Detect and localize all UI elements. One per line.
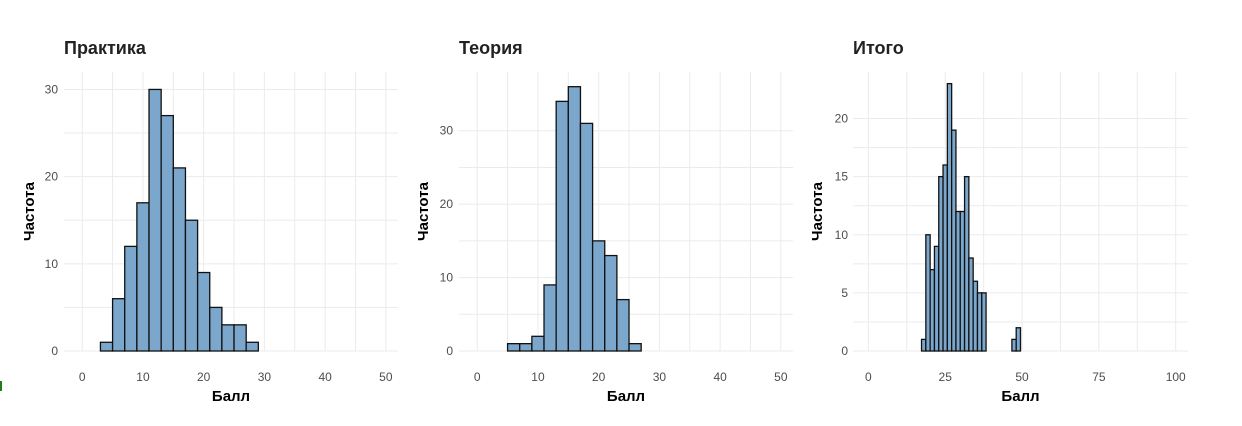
y-axis-label: Частота [415,181,432,241]
y-tick-label: 10 [45,257,59,271]
histogram-bar [160,114,174,352]
histogram-bar [184,219,199,352]
histogram-bar [543,284,557,352]
histogram-bar [196,271,211,352]
x-tick-label: 25 [939,370,953,384]
x-tick-label: 10 [531,370,545,384]
histogram-bar [99,341,114,352]
histogram-bar [981,292,987,352]
y-axis-label: Частота [809,181,826,241]
x-tick-label: 50 [1015,370,1029,384]
panel-title: Итого [853,38,904,58]
x-tick-label: 75 [1092,370,1106,384]
y-tick-label: 20 [835,112,849,126]
y-tick-label: 0 [446,344,453,358]
histogram-bar [519,343,533,352]
histogram-bar [245,341,259,352]
histogram-bar [604,254,618,352]
histogram-bar [531,335,545,352]
y-tick-label: 0 [841,344,848,358]
histogram-bar [591,240,606,352]
histogram-bar [172,167,187,352]
x-axis-label: Балл [607,388,645,405]
y-tick-label: 20 [45,170,59,184]
x-tick-label: 0 [474,370,481,384]
histogram-bar [124,245,138,352]
y-tick-label: 10 [835,228,849,242]
histogram-bar [1015,327,1022,352]
x-tick-label: 40 [713,370,727,384]
histogram-bar [616,298,630,352]
x-tick-label: 30 [653,370,667,384]
histogram-bar [136,202,150,352]
histogram-bar [567,86,582,352]
y-tick-label: 30 [440,124,454,138]
x-axis-label: Балл [212,388,250,405]
y-tick-label: 15 [835,170,849,184]
x-axis-label: Балл [1001,388,1039,405]
x-tick-label: 20 [197,370,211,384]
histogram-panel-2: 0 10 20 30 40 50 0 10 20 30 Теория Балл Частота [415,38,793,405]
histogram-bar [233,324,247,352]
histogram-bar [555,100,569,352]
y-tick-label: 20 [440,197,454,211]
histogram-panel-1: 0 10 20 30 40 50 0 10 20 30 Практика Балл Частота [21,38,398,405]
histogram-bar [221,324,235,352]
x-tick-label: 40 [318,370,332,384]
x-tick-label: 10 [136,370,150,384]
x-tick-label: 50 [379,370,393,384]
panel-title: Практика [64,38,147,58]
histogram-bar [148,88,162,352]
histogram-bar [579,122,594,352]
x-tick-label: 50 [774,370,788,384]
histogram-bar [628,343,642,352]
panel-title: Теория [459,38,523,58]
histogram-bar [209,306,223,352]
histogram-bar [111,298,126,352]
x-tick-label: 20 [592,370,606,384]
histogram-bar [506,343,521,352]
x-tick-label: 100 [1166,370,1186,384]
x-tick-label: 30 [258,370,272,384]
y-tick-label: 30 [45,82,59,96]
x-tick-label: 0 [79,370,86,384]
y-tick-label: 5 [841,286,848,300]
histogram-panel-3: 0 25 50 75 100 0 5 10 15 20 Итого Балл Частота [809,38,1188,405]
x-tick-label: 0 [865,370,872,384]
y-tick-label: 0 [51,344,58,358]
y-axis-label: Частота [21,181,38,241]
y-tick-label: 10 [440,271,454,285]
